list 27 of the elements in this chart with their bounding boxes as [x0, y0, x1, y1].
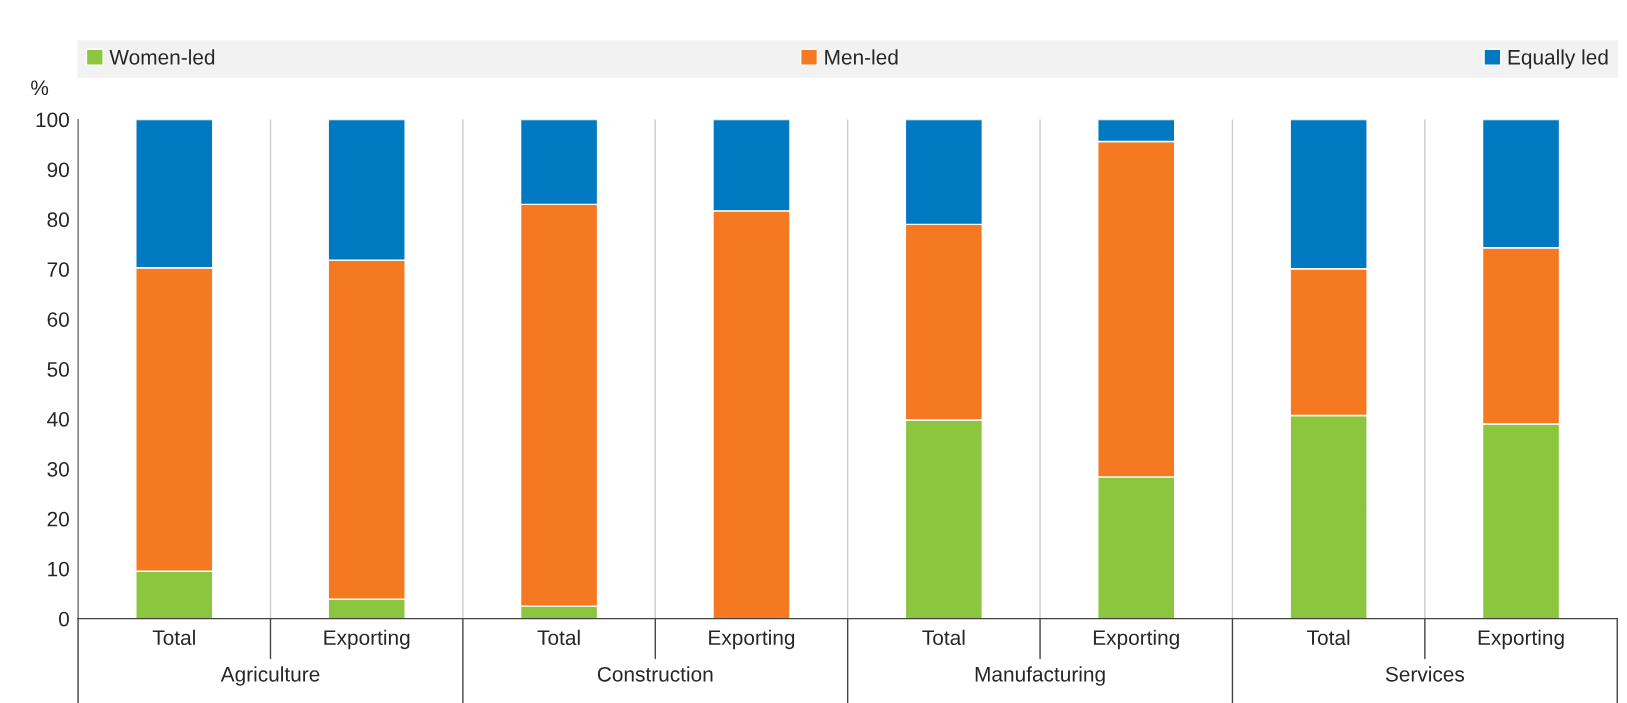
legend-label: Women-led: [109, 49, 215, 65]
text: Services: [1385, 666, 1465, 682]
x-tick-label: Exporting: [1093, 629, 1179, 650]
y-tick-label: 90: [47, 162, 69, 178]
y-tick-label: 20: [47, 511, 69, 527]
x-tick-label: Total: [922, 629, 965, 646]
text: Agriculture: [220, 666, 320, 686]
x-tick-label: Total: [537, 629, 580, 646]
text: Construction: [597, 666, 713, 682]
x-tick-label: Total: [1307, 629, 1350, 646]
y-tick-label: 50: [47, 362, 69, 377]
y-tick-label: 10: [48, 561, 69, 577]
text: Manufacturing: [975, 666, 1105, 686]
x-tick-label: Exporting: [1478, 629, 1564, 650]
x-tick-label: Exporting: [709, 629, 795, 650]
y-tick-label: 0: [58, 611, 69, 627]
y-tick-label: 30: [47, 461, 69, 477]
y-tick-label: 100: [36, 112, 69, 128]
y-axis-title: %: [31, 80, 49, 96]
x-tick-label: Total: [152, 629, 195, 646]
legend-label: Men-led: [825, 49, 898, 65]
legend-label: Equally led: [1508, 49, 1608, 69]
y-tick-label: 40: [47, 411, 69, 427]
x-tick-label: Exporting: [324, 629, 410, 650]
y-tick-label: 60: [47, 312, 69, 327]
y-tick-label: 80: [47, 212, 69, 228]
y-tick-label: 70: [47, 262, 69, 277]
